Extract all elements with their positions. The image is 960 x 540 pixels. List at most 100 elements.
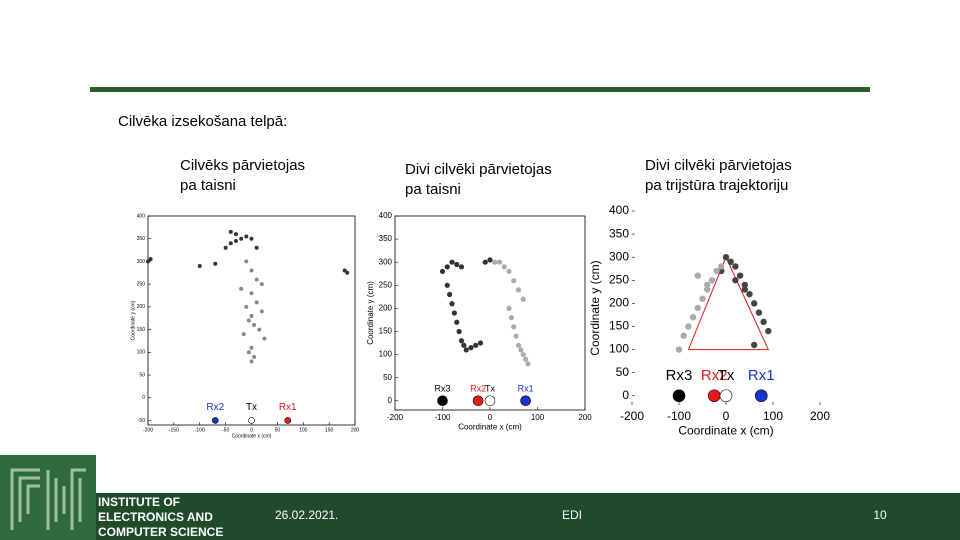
- y-tick-label: 300: [379, 257, 393, 266]
- panel-caption: pa trijstūra trajektoriju: [645, 177, 788, 194]
- antenna-label: Rx2: [470, 383, 486, 393]
- point: [461, 342, 467, 348]
- x-tick-label: 100: [763, 409, 783, 423]
- panel-caption: Cilvēks pārvietojas: [180, 157, 305, 174]
- point: [468, 345, 474, 351]
- point: [444, 282, 450, 288]
- y-tick-label: 0: [142, 395, 145, 401]
- point: [463, 347, 469, 353]
- point: [496, 259, 503, 265]
- antenna-marker: [754, 389, 768, 403]
- y-tick-label: 350: [379, 234, 393, 243]
- y-axis-label: Coordinate y (cm): [366, 281, 375, 345]
- point: [228, 229, 233, 234]
- point: [252, 354, 257, 359]
- point: [456, 328, 462, 335]
- point: [741, 286, 748, 293]
- point: [515, 287, 522, 293]
- y-tick-label: 100: [609, 342, 629, 356]
- point: [254, 245, 259, 250]
- plot-frame: [394, 215, 586, 411]
- y-tick-label: 350: [609, 226, 629, 240]
- point: [506, 305, 512, 311]
- x-tick-label: 0: [723, 409, 730, 423]
- x-tick-label: -200: [620, 409, 644, 423]
- y-tick-label: 0: [388, 396, 393, 405]
- y-tick-label: 200: [379, 303, 393, 312]
- point: [233, 232, 238, 237]
- antenna-label: Rx1: [279, 402, 297, 413]
- y-tick-label: 150: [379, 327, 393, 336]
- point: [259, 309, 264, 314]
- point: [513, 333, 519, 339]
- y-axis-label: Coordinate y (cm): [130, 300, 136, 340]
- point: [342, 268, 347, 273]
- point: [444, 264, 450, 270]
- point: [259, 282, 264, 287]
- antenna-marker: [719, 389, 733, 403]
- y-tick-label: 50: [616, 365, 630, 379]
- antenna-label: Tx: [718, 367, 735, 384]
- antenna-label: Tx: [485, 383, 495, 393]
- trajectory: [687, 255, 770, 351]
- point: [449, 301, 455, 307]
- x-tick-label: -100: [434, 413, 451, 422]
- x-tick-label: 200: [578, 413, 592, 422]
- x-tick-label: -100: [667, 409, 691, 423]
- y-tick-label: 300: [137, 259, 146, 265]
- antenna-marker: [672, 389, 686, 403]
- antenna-label: Rx1: [748, 367, 775, 384]
- y-tick-label: 250: [609, 272, 629, 286]
- point: [689, 314, 697, 321]
- point: [746, 290, 753, 298]
- antenna-marker: [484, 395, 496, 407]
- point: [765, 327, 772, 335]
- point: [345, 270, 350, 275]
- point: [213, 261, 218, 266]
- point: [239, 286, 244, 291]
- point: [249, 268, 254, 273]
- antenna-marker: [437, 395, 448, 407]
- point: [518, 347, 524, 353]
- x-tick-label: 200: [810, 409, 830, 423]
- y-tick-label: 400: [137, 213, 146, 219]
- point: [708, 277, 716, 284]
- point: [458, 264, 465, 270]
- x-tick-label: -150: [169, 427, 179, 433]
- x-tick-label: -200: [143, 427, 153, 433]
- point: [713, 267, 720, 275]
- point: [454, 319, 460, 325]
- point: [246, 350, 251, 355]
- point: [506, 268, 512, 275]
- point: [262, 336, 267, 341]
- y-axis-label: Coordinate y (cm): [588, 260, 602, 355]
- y-tick-label: -50: [138, 418, 145, 424]
- antenna-label: Tx: [246, 402, 257, 413]
- point: [244, 304, 249, 309]
- x-axis-label: Coordinate x (cm): [232, 433, 272, 439]
- point: [244, 234, 249, 239]
- institute-line: INSTITUTE OF: [98, 495, 180, 509]
- point: [722, 253, 730, 261]
- point: [736, 272, 744, 279]
- point: [718, 263, 725, 270]
- y-tick-label: 250: [137, 281, 146, 287]
- slide-title: Cilvēka izsekošana telpā:: [118, 113, 287, 130]
- point: [239, 236, 244, 241]
- point: [249, 313, 254, 318]
- x-tick-label: 200: [351, 427, 360, 433]
- y-tick-label: 150: [137, 327, 146, 333]
- point: [473, 342, 479, 348]
- point: [741, 281, 748, 289]
- point: [760, 318, 767, 326]
- point: [704, 281, 711, 289]
- point: [685, 323, 692, 330]
- y-tick-label: 300: [609, 249, 629, 263]
- point: [694, 304, 701, 312]
- antenna-label: Rx2: [206, 402, 224, 413]
- footer-band: [0, 493, 960, 540]
- point: [492, 259, 498, 265]
- footer-center: EDI: [562, 508, 582, 522]
- point: [680, 332, 687, 339]
